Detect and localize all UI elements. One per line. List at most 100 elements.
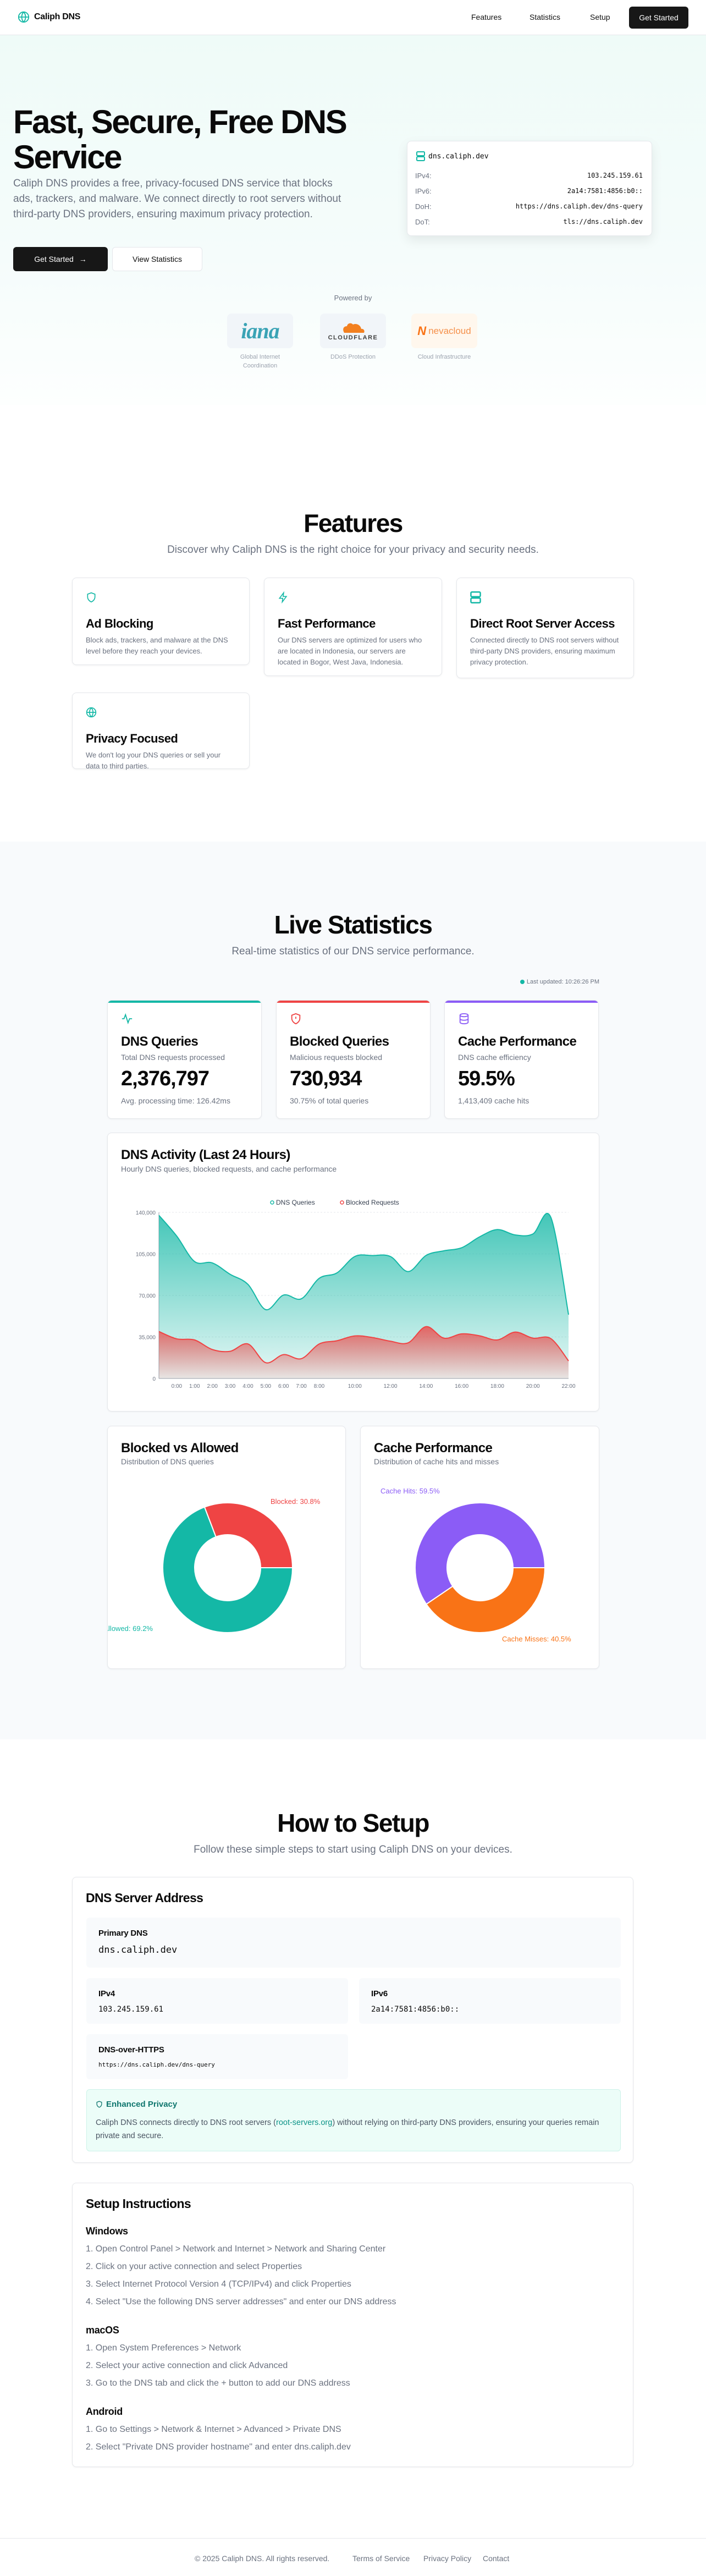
primary-dns-value[interactable]: dns.caliph.dev xyxy=(98,1945,178,1956)
cloudflare-logo-text: CLOUDFLARE xyxy=(328,334,378,341)
slice-label: Allowed: 69.2% xyxy=(108,1624,153,1633)
footer-link-contact[interactable]: Contact xyxy=(483,2554,510,2563)
activity-area-chart: 0 35,000 70,000 105,000 140,000 0:00 1:00 2:00 3… xyxy=(136,1199,576,1389)
feature-card-privacy: Privacy Focused We don't log your DNS qu… xyxy=(72,693,250,770)
x-tick-label: 22:00 xyxy=(561,1383,575,1389)
partner-caption: DDoS Protection xyxy=(330,354,376,360)
x-tick-label: 10:00 xyxy=(348,1383,362,1389)
dns-server-address-card: DNS Server Address Primary DNS dns.calip… xyxy=(72,1877,633,2163)
legend-label: DNS Queries xyxy=(276,1199,315,1206)
card-accent-bar xyxy=(277,1001,430,1003)
nav-link-statistics[interactable]: Statistics xyxy=(530,13,561,21)
nevacloud-n-mark: N xyxy=(417,323,427,338)
stat-card-cache: Cache Performance DNS cache efficiency 5… xyxy=(444,1000,599,1119)
setup-title: How to Setup xyxy=(277,1809,429,1837)
stat-foot: 30.75% of total queries xyxy=(290,1096,369,1105)
x-tick-label: 12:00 xyxy=(384,1383,398,1389)
donut-slice xyxy=(162,1506,294,1633)
feature-text: Block ads, trackers, and malware at the … xyxy=(86,636,228,655)
database-icon xyxy=(459,1013,469,1025)
x-tick-label: 4:00 xyxy=(242,1383,253,1389)
stat-foot: Avg. processing time: 126.42ms xyxy=(121,1096,230,1105)
footer-copyright: © 2025 Caliph DNS. All rights reserved. xyxy=(195,2554,330,2563)
y-tick-label: 35,000 xyxy=(139,1335,156,1341)
get-started-button[interactable]: Get Started → xyxy=(13,247,108,271)
row-label: DoH: xyxy=(415,202,432,211)
x-tick-label: 8:00 xyxy=(314,1383,325,1389)
shield-alert-icon xyxy=(291,1013,301,1025)
row-value[interactable]: 103.245.159.61 xyxy=(587,172,643,179)
y-tick-label: 0 xyxy=(152,1376,156,1382)
x-tick-label: 20:00 xyxy=(526,1383,540,1389)
iana-logo[interactable]: iana xyxy=(227,314,293,348)
arrow-right-icon: → xyxy=(79,255,87,263)
stat-card-dns-queries: DNS Queries Total DNS requests processed… xyxy=(107,1000,262,1119)
ipv4-box: IPv4 103.245.159.61 xyxy=(86,1978,348,2024)
nav-link-features[interactable]: Features xyxy=(471,13,502,21)
x-tick-label: 18:00 xyxy=(490,1383,504,1389)
row-label: DoT: xyxy=(415,218,430,226)
stat-value: 2,376,797 xyxy=(121,1067,209,1090)
ipv6-box: IPv6 2a14:7581:4856:b0:: xyxy=(359,1978,621,2024)
notice-text-post: ) without relying on third-party DNS pro… xyxy=(96,2118,599,2140)
cloudflare-logo[interactable]: CLOUDFLARE xyxy=(320,314,386,348)
x-tick-label: 5:00 xyxy=(261,1383,272,1389)
row-value[interactable]: https://dns.caliph.dev/dns-query xyxy=(515,202,643,210)
series-line-1 xyxy=(158,1326,569,1364)
powered-by-label: Powered by xyxy=(334,294,372,302)
stat-desc: Malicious requests blocked xyxy=(290,1053,383,1062)
brand-logo[interactable]: Caliph DNS xyxy=(18,11,80,23)
legend-marker xyxy=(340,1200,344,1205)
row-value[interactable]: tls://dns.caliph.dev xyxy=(563,218,643,226)
root-servers-link[interactable]: root-servers.org xyxy=(275,2118,333,2127)
nevacloud-logo[interactable]: N nevacloud xyxy=(411,314,477,348)
nav-get-started-button[interactable]: Get Started xyxy=(629,7,688,29)
dns-info-card: dns.caliph.dev IPv4: 103.245.159.61 IPv6:… xyxy=(407,141,652,236)
instruction-step: 3. Select Internet Protocol Version 4 (T… xyxy=(86,2280,351,2289)
os-heading-windows: Windows xyxy=(86,2226,128,2237)
stat-title: Cache Performance xyxy=(458,1034,577,1049)
series-line-0 xyxy=(158,1212,569,1315)
cloud-icon xyxy=(343,323,365,333)
x-tick-label: 0:00 xyxy=(172,1383,183,1389)
slice-label: Cache Hits: 59.5% xyxy=(380,1487,440,1495)
primary-dns-box: Primary DNS dns.caliph.dev xyxy=(86,1918,621,1968)
slice-label: Blocked: 30.8% xyxy=(271,1497,321,1506)
nevacloud-logo-text: nevacloud xyxy=(428,325,471,336)
feature-card-ad-blocking: Ad Blocking Block ads, trackers, and mal… xyxy=(72,578,250,665)
partner-caption: Cloud Infrastructure xyxy=(417,354,471,360)
row-value[interactable]: 2a14:7581:4856:b0:: xyxy=(567,187,643,195)
feature-title: Ad Blocking xyxy=(86,617,153,630)
nav-link-setup[interactable]: Setup xyxy=(590,13,610,21)
os-heading-macos: macOS xyxy=(86,2325,119,2336)
globe-icon xyxy=(86,707,97,718)
instruction-step: 1. Open System Preferences > Network xyxy=(86,2343,241,2353)
row-label: IPv6: xyxy=(415,187,432,195)
doh-value[interactable]: https://dns.caliph.dev/dns-query xyxy=(98,2061,215,2068)
stats-title: Live Statistics xyxy=(274,910,433,939)
stat-desc: Total DNS requests processed xyxy=(121,1053,225,1062)
cache-donut: Cache Hits: 59.5% Cache Misses: 40.5% xyxy=(380,1487,571,1643)
dns-row-dot: DoT: tls://dns.caliph.dev xyxy=(415,218,643,226)
y-tick-label: 70,000 xyxy=(139,1293,156,1299)
chart-subtitle: Hourly DNS queries, blocked requests, an… xyxy=(121,1165,337,1173)
stats-subtitle: Real-time statistics of our DNS service … xyxy=(231,946,475,957)
view-statistics-button[interactable]: View Statistics xyxy=(112,247,202,271)
stat-title: Blocked Queries xyxy=(290,1034,389,1049)
x-tick-label: 2:00 xyxy=(207,1383,218,1389)
stat-card-blocked: Blocked Queries Malicious requests block… xyxy=(276,1000,431,1119)
footer-link-terms[interactable]: Terms of Service xyxy=(352,2554,410,2563)
last-updated-text: Last updated: 10:26:26 PM xyxy=(526,979,599,985)
ipv6-value[interactable]: 2a14:7581:4856:b0:: xyxy=(371,2005,460,2014)
card-accent-bar xyxy=(445,1001,598,1003)
stat-foot: 1,413,409 cache hits xyxy=(458,1096,530,1105)
live-dot-icon xyxy=(520,980,525,984)
iana-logo-text: iana xyxy=(241,318,279,343)
last-updated: Last updated: 10:26:26 PM xyxy=(520,979,599,985)
x-tick-label: 7:00 xyxy=(296,1383,307,1389)
ipv4-value[interactable]: 103.245.159.61 xyxy=(98,2005,164,2014)
instruction-step: 1. Open Control Panel > Network and Inte… xyxy=(86,2244,386,2254)
footer-link-privacy[interactable]: Privacy Policy xyxy=(423,2554,472,2563)
donut-slice xyxy=(203,1502,294,1568)
setup-subtitle: Follow these simple steps to start using… xyxy=(194,1844,512,1855)
